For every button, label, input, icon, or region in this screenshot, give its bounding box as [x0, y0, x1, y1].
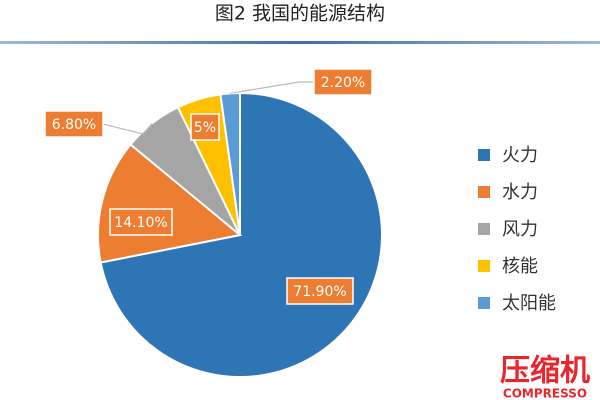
chart-title: 图2 我国的能源结构 [215, 3, 385, 25]
legend-swatch [478, 223, 490, 235]
legend-swatch [478, 260, 490, 272]
data-label: 2.20% [321, 75, 365, 91]
legend-swatch [478, 149, 490, 161]
legend-label: 太阳能 [502, 293, 556, 314]
legend-swatch [478, 186, 490, 198]
legend-label: 水力 [502, 182, 538, 203]
data-label-box [109, 208, 173, 236]
data-label-box [44, 110, 104, 138]
watermark: 压缩机 [500, 354, 590, 389]
data-label-box [286, 277, 354, 305]
leader-line [230, 81, 314, 94]
data-label: 71.90% [293, 284, 346, 300]
legend-label: 核能 [502, 256, 538, 277]
data-label: 5% [194, 120, 216, 136]
watermark: COMPRESSO [503, 387, 587, 400]
legend-swatch [478, 297, 490, 309]
data-label-box [313, 68, 373, 96]
data-label: 14.10% [114, 215, 167, 231]
legend-label: 风力 [502, 219, 538, 240]
title-rule [0, 41, 600, 44]
data-label: 6.80% [52, 117, 96, 133]
legend-label: 火力 [502, 145, 538, 166]
data-label-box [190, 113, 220, 141]
leader-line [102, 122, 153, 135]
